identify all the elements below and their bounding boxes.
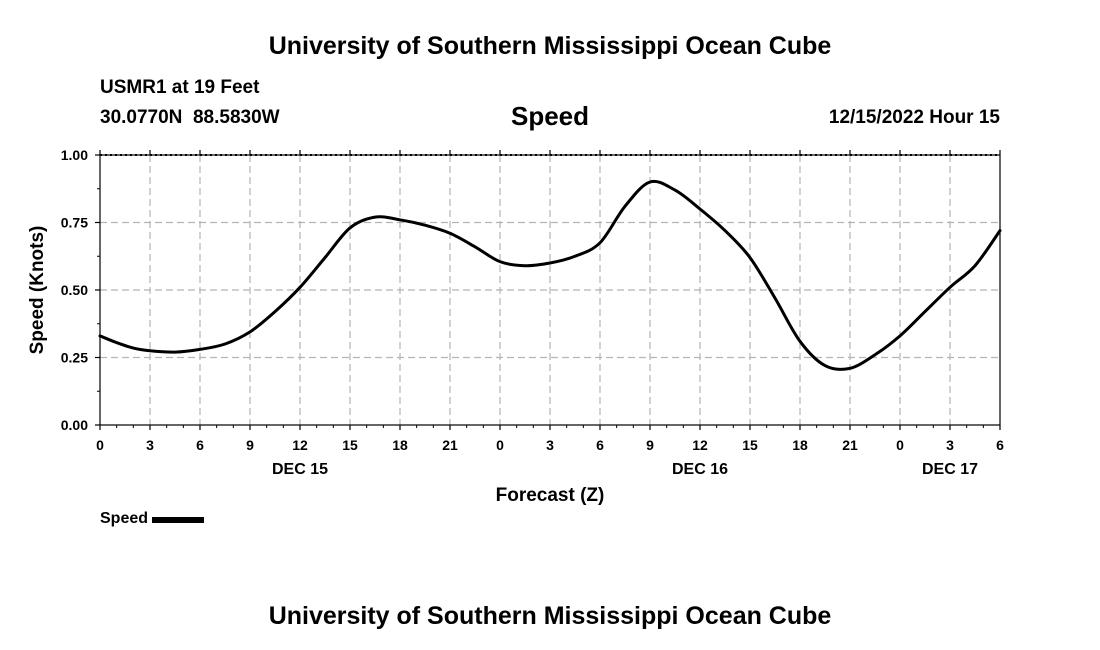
- x-tick-label: 3: [546, 437, 554, 453]
- speed-series-line: [98, 179, 1002, 371]
- page-title: University of Southern Mississippi Ocean…: [268, 32, 832, 60]
- y-tick-label: 0.75: [61, 215, 88, 231]
- x-tick-label: 0: [896, 437, 904, 453]
- x-tick-label: 6: [596, 437, 604, 453]
- x-tick-label: 6: [196, 437, 204, 453]
- station-name: USMR1 at 19 Feet: [100, 77, 260, 98]
- chart-title: Speed: [510, 101, 590, 131]
- footer-title: University of Southern Mississippi Ocean…: [268, 602, 832, 630]
- date-label: DEC 17: [922, 461, 978, 478]
- x-tick-label: 0: [96, 437, 104, 453]
- axis-ticks: [95, 150, 1001, 430]
- x-tick-label: 3: [946, 437, 954, 453]
- chart-legend: Speed: [100, 509, 205, 529]
- x-tick-label: 0: [496, 437, 504, 453]
- y-tick-label: 0.00: [61, 417, 88, 433]
- station-coordinates: 30.0770N 88.5830W: [100, 107, 280, 128]
- x-tick-label: 12: [692, 437, 708, 453]
- y-tick-label: 0.25: [61, 350, 88, 366]
- x-tick-label: 18: [392, 437, 408, 453]
- x-tick-label: 15: [342, 437, 358, 453]
- y-tick-label: 1.00: [61, 147, 88, 163]
- x-axis-tick-labels: 0 3 6 9 12 15 18 21 0 3 6 9 12 15 18 21 0 3 6: [96, 437, 1004, 453]
- x-tick-label: 12: [292, 437, 308, 453]
- date-labels: DEC 15 DEC 16 DEC 17: [272, 461, 978, 478]
- legend-label: Speed: [100, 510, 149, 527]
- date-label: DEC 15: [272, 461, 328, 478]
- grid-lines: [100, 155, 1000, 425]
- x-tick-label: 15: [742, 437, 758, 453]
- y-tick-label: 0.50: [61, 282, 88, 298]
- x-tick-label: 21: [842, 437, 858, 453]
- legend-swatch: [152, 517, 205, 523]
- x-tick-label: 3: [146, 437, 154, 453]
- x-tick-label: 18: [792, 437, 808, 453]
- y-axis-label: Speed (Knots): [27, 226, 48, 355]
- x-axis-label: Forecast (Z): [496, 485, 605, 506]
- forecast-run-time: 12/15/2022 Hour 15: [828, 107, 1000, 128]
- x-tick-label: 6: [996, 437, 1004, 453]
- x-tick-label: 9: [246, 437, 254, 453]
- x-tick-label: 21: [442, 437, 458, 453]
- y-axis-tick-labels: 0.00 0.25 0.50 0.75 1.00: [61, 147, 88, 433]
- date-label: DEC 16: [672, 461, 728, 478]
- x-tick-label: 9: [646, 437, 654, 453]
